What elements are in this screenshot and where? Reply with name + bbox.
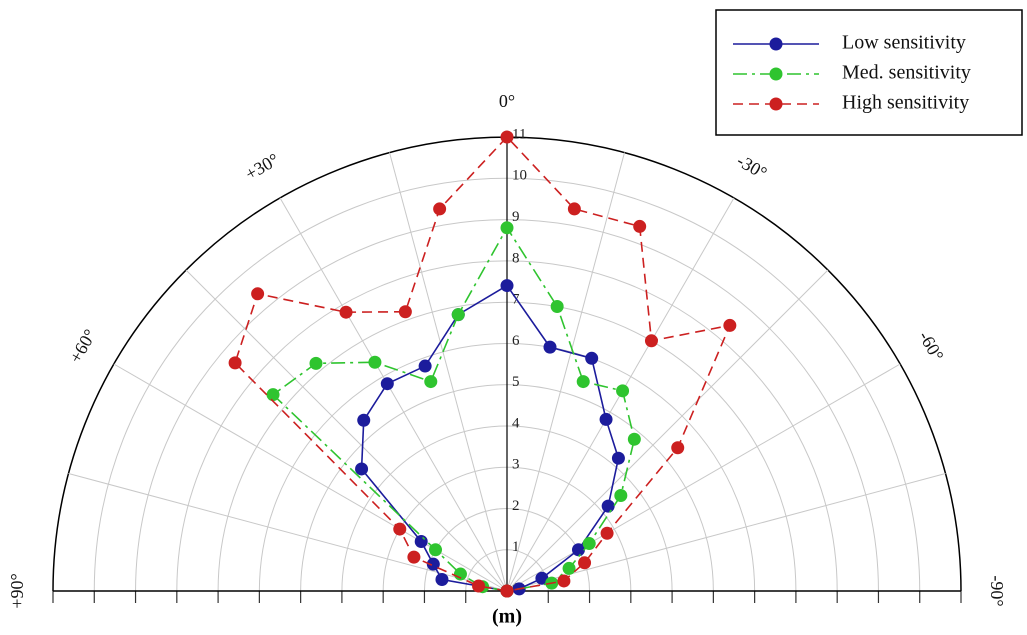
data-point xyxy=(501,221,514,234)
grid-spoke xyxy=(280,198,507,591)
r-tick-label: 2 xyxy=(512,498,520,514)
theta-tick-label: -30° xyxy=(733,150,770,183)
data-point xyxy=(601,527,614,540)
data-point xyxy=(671,441,684,454)
r-tick-label: 6 xyxy=(512,333,520,349)
r-tick-label: 10 xyxy=(512,168,527,184)
data-point xyxy=(229,356,242,369)
legend-marker xyxy=(770,98,783,111)
data-point xyxy=(452,308,465,321)
data-point xyxy=(435,573,448,586)
r-tick-label: 11 xyxy=(512,126,526,142)
series-line xyxy=(235,137,730,591)
data-point xyxy=(501,585,514,598)
legend-label: Med. sensitivity xyxy=(842,62,971,84)
data-point xyxy=(616,384,629,397)
legend-marker xyxy=(770,68,783,81)
r-tick-label: 3 xyxy=(512,457,520,473)
legend-label: Low sensitivity xyxy=(842,32,966,54)
theta-tick-label: +30° xyxy=(242,149,283,184)
data-point xyxy=(612,452,625,465)
grid-spoke xyxy=(507,364,900,591)
data-point xyxy=(419,360,432,373)
data-point xyxy=(501,131,514,144)
r-tick-label: 8 xyxy=(512,250,520,266)
theta-tick-label: -60° xyxy=(915,328,948,365)
data-point xyxy=(355,462,368,475)
data-point xyxy=(723,319,736,332)
data-point xyxy=(429,543,442,556)
grid-spoke xyxy=(114,364,507,591)
data-point xyxy=(602,500,615,513)
theta-tick-label: +90° xyxy=(7,573,27,608)
data-point xyxy=(578,556,591,569)
data-point xyxy=(424,375,437,388)
data-point xyxy=(251,287,264,300)
theta-tick-label: +60° xyxy=(65,326,100,367)
data-point xyxy=(614,489,627,502)
data-point xyxy=(407,551,420,564)
data-point xyxy=(563,562,576,575)
theta-tick-label: -90° xyxy=(987,575,1007,606)
data-point xyxy=(557,574,570,587)
chart: (m) 01234567891011+90°+60°+30°0°-30°-60°… xyxy=(0,0,1027,635)
data-point xyxy=(381,377,394,390)
x-axis-label: (m) xyxy=(492,606,522,628)
data-point xyxy=(583,537,596,550)
legend-label: High sensitivity xyxy=(842,92,969,114)
r-tick-label: 9 xyxy=(512,209,520,225)
theta-tick-label: 0° xyxy=(499,91,515,111)
r-tick-label: 4 xyxy=(512,415,520,431)
data-point xyxy=(267,388,280,401)
data-point xyxy=(433,202,446,215)
data-point xyxy=(633,220,646,233)
data-point xyxy=(415,535,428,548)
data-point xyxy=(551,300,564,313)
data-point xyxy=(600,413,613,426)
data-point xyxy=(472,579,485,592)
data-point xyxy=(577,375,590,388)
data-point xyxy=(628,433,641,446)
data-point xyxy=(568,202,581,215)
grid-spoke xyxy=(507,152,625,591)
data-point xyxy=(585,352,598,365)
data-point xyxy=(501,279,514,292)
data-point xyxy=(357,414,370,427)
data-point xyxy=(368,356,381,369)
legend-marker xyxy=(770,38,783,51)
data-point xyxy=(309,357,322,370)
series-line xyxy=(273,228,634,591)
data-point xyxy=(645,334,658,347)
r-tick-label: 5 xyxy=(512,374,520,390)
data-point xyxy=(340,306,353,319)
data-point xyxy=(399,305,412,318)
data-point xyxy=(393,523,406,536)
data-point xyxy=(544,341,557,354)
grid-spoke xyxy=(507,270,828,591)
